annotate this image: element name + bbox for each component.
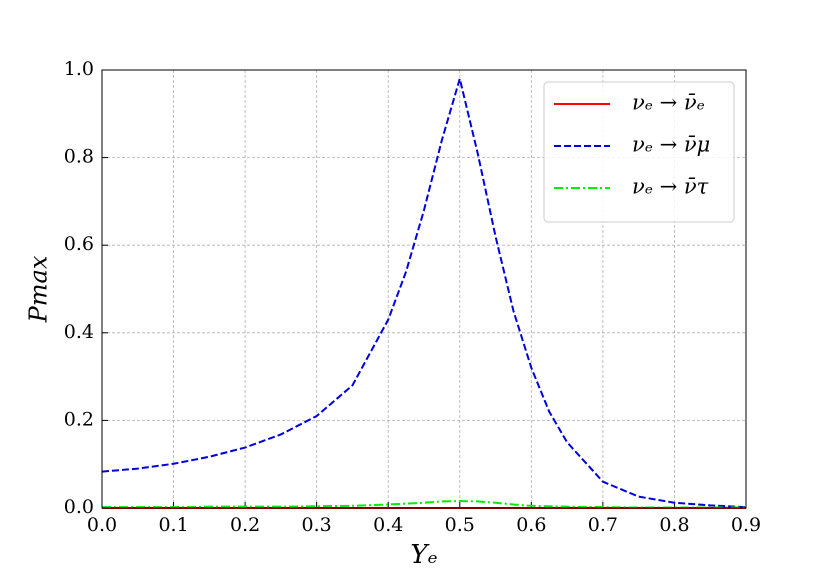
legend-label: νₑ → ν̄ₑ [632, 91, 705, 115]
y-axis-label: Pmax [25, 255, 53, 323]
y-tick-label: 0.6 [64, 233, 94, 255]
x-tick-label: 0.4 [373, 514, 403, 536]
x-tick-label: 0.0 [87, 514, 117, 536]
x-tick-label: 0.9 [731, 514, 761, 536]
x-tick-label: 0.3 [302, 514, 332, 536]
x-tick-label: 0.2 [230, 514, 260, 536]
plot-frame [101, 69, 747, 509]
y-tick-label: 0.8 [64, 146, 94, 168]
x-tick-label: 0.5 [445, 514, 475, 536]
x-axis-label: Yₑ [410, 540, 437, 570]
x-tick-label: 0.1 [158, 514, 188, 536]
y-tick-label: 0.2 [64, 408, 94, 430]
x-tick-label: 0.6 [516, 514, 546, 536]
y-tick-label: 0.0 [64, 496, 94, 518]
legend-label: νₑ → ν̄μ [632, 133, 710, 157]
y-tick-label: 1.0 [64, 58, 94, 80]
x-tick-label: 0.7 [588, 514, 618, 536]
series-line [102, 499, 746, 509]
x-tick-label: 0.8 [659, 514, 689, 536]
y-tick-label: 0.4 [64, 321, 94, 343]
legend-label: νₑ → ν̄τ [632, 175, 709, 199]
series-line [101, 74, 747, 509]
